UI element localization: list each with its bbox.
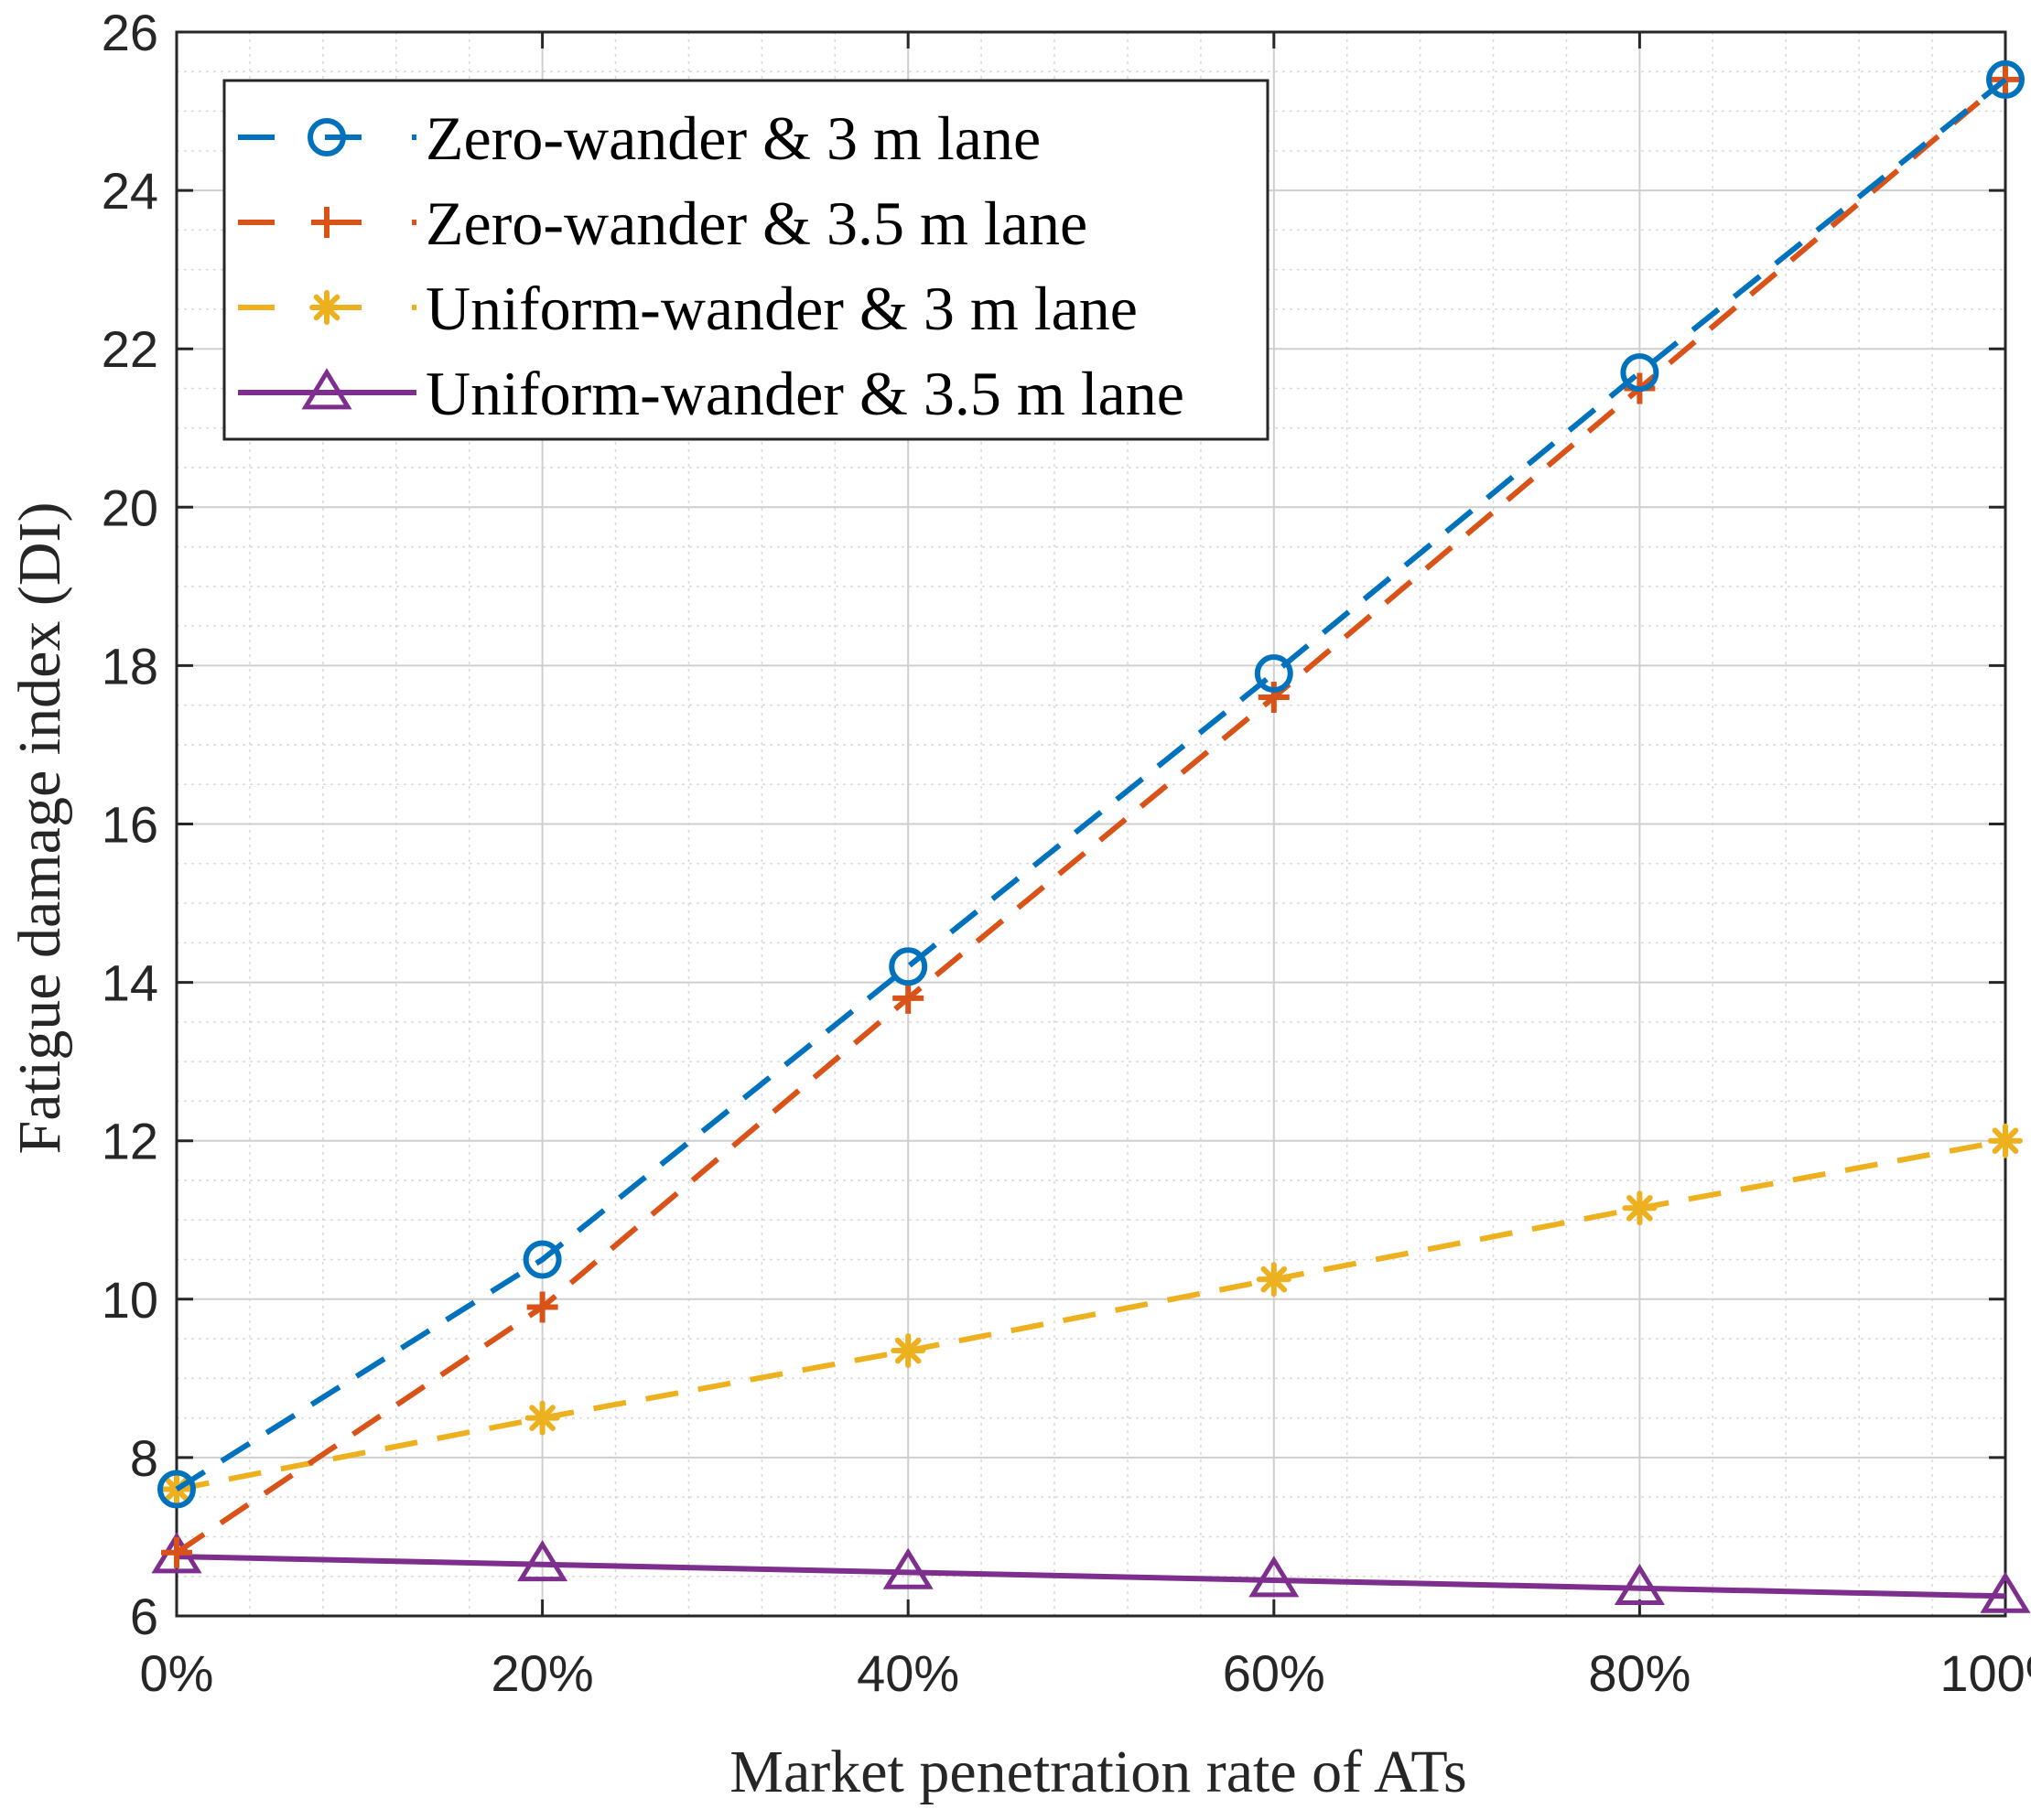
- circle-marker: [889, 947, 928, 986]
- plus-marker: [161, 1536, 192, 1568]
- triangle-marker: [1980, 1571, 2031, 1613]
- plus-marker: [1258, 682, 1290, 714]
- y-axis-title: Fatigue damage index (DI): [6, 502, 73, 1155]
- legend-label: Zero-wander & 3 m lane: [426, 103, 1041, 173]
- series-line: [176, 1137, 2006, 1492]
- asterisk-marker: [524, 1400, 560, 1436]
- legend-label: Uniform-wander & 3.5 m lane: [426, 359, 1184, 428]
- series-uniform-wander-3-m-lane: [159, 1123, 2023, 1507]
- series-line: [176, 1554, 2006, 1599]
- x-tick-label: 0%: [140, 1644, 214, 1702]
- y-tick-label: 26: [102, 4, 158, 61]
- circle-marker: [1254, 654, 1293, 694]
- asterisk-marker: [309, 290, 344, 325]
- circle-marker: [157, 1470, 196, 1509]
- axis-ticks: [175, 30, 2007, 1618]
- y-tick-label: 10: [102, 1271, 158, 1329]
- plus-marker: [526, 1291, 558, 1323]
- legend-entry: Uniform-wander & 3 m lane: [238, 274, 1138, 343]
- asterisk-marker: [891, 1333, 926, 1369]
- triangle-marker: [1248, 1556, 1300, 1598]
- y-tick-label: 6: [130, 1588, 158, 1645]
- triangle-marker: [517, 1539, 568, 1582]
- x-axis-title: Market penetration rate of ATs: [729, 1739, 1466, 1805]
- circle-marker: [1620, 353, 1659, 393]
- circle-marker: [308, 118, 346, 156]
- legend-box: [222, 79, 1269, 441]
- x-tick-label: 60%: [1223, 1644, 1325, 1702]
- y-tick-label: 8: [130, 1429, 158, 1487]
- y-tick-label: 20: [102, 479, 158, 536]
- asterisk-marker: [1988, 1123, 2023, 1158]
- asterisk-marker: [1256, 1262, 1291, 1298]
- legend-label: Uniform-wander & 3 m lane: [426, 274, 1138, 343]
- triangle-marker: [301, 368, 352, 410]
- x-tick-label: 100%: [1939, 1644, 2031, 1702]
- legend-entry: Zero-wander & 3 m lane: [238, 103, 1041, 173]
- y-tick-label: 24: [102, 162, 158, 220]
- y-tick-label: 12: [102, 1113, 158, 1170]
- legend-entry: Zero-wander & 3.5 m lane: [238, 188, 1087, 258]
- triangle-marker: [1614, 1563, 1665, 1606]
- y-tick-label: 22: [102, 320, 158, 378]
- triangle-marker: [882, 1547, 934, 1589]
- plus-marker: [311, 207, 342, 238]
- x-tick-label: 20%: [492, 1644, 594, 1702]
- series-uniform-wander-3.5-m-lane: [151, 1532, 2031, 1613]
- y-tick-label: 18: [102, 637, 158, 695]
- series-zero-wander-3.5-m-lane: [161, 63, 2021, 1568]
- x-tick-label: 80%: [1588, 1644, 1691, 1702]
- series-line: [175, 77, 2007, 1492]
- legend-entry: Uniform-wander & 3.5 m lane: [238, 359, 1184, 428]
- legend: Zero-wander & 3 m lane Zero-wander & 3.5 …: [222, 79, 1269, 441]
- y-tick-label: 16: [102, 796, 158, 854]
- series-zero-wander-3-m-lane: [157, 59, 2025, 1509]
- legend-label: Zero-wander & 3.5 m lane: [426, 188, 1087, 258]
- circle-marker: [523, 1240, 562, 1279]
- x-tick-label: 40%: [857, 1644, 959, 1702]
- circle-marker: [1986, 59, 2025, 99]
- asterisk-marker: [1622, 1190, 1658, 1226]
- series-layer: [151, 59, 2031, 1613]
- x-tick-labels: 0% 20% 40% 60% 80% 100%: [140, 1644, 2031, 1702]
- plus-marker: [892, 982, 924, 1014]
- y-tick-labels: 6 8 10 12 14 16 18 20 22 24 26: [102, 4, 158, 1645]
- y-tick-label: 14: [102, 954, 158, 1012]
